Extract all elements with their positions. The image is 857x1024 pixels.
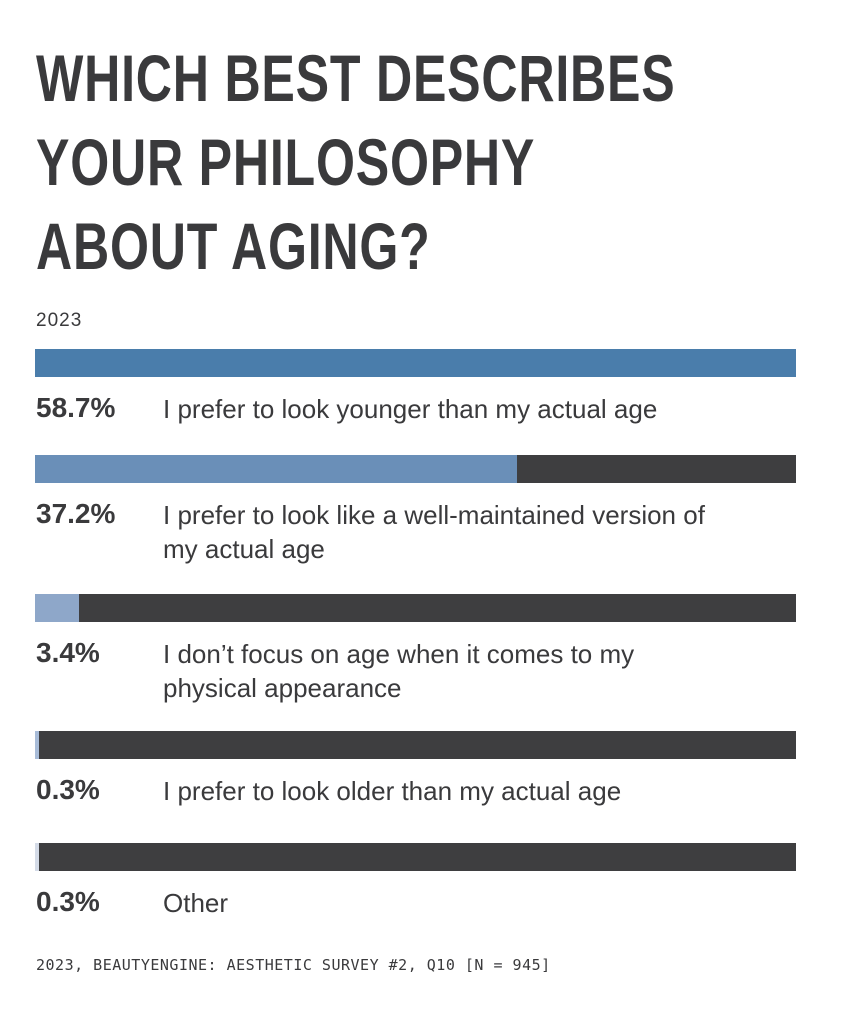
- bar: [35, 455, 518, 483]
- bar-track: [35, 594, 796, 622]
- value-label: 58.7%: [36, 392, 116, 423]
- bar-track: [35, 843, 796, 871]
- source: 2023, BEAUTYENGINE: AESTHETIC SURVEY #2,…: [36, 956, 551, 974]
- category-label: I prefer to look younger than my actual …: [163, 394, 658, 424]
- bar-track: [35, 455, 796, 483]
- bar: [35, 349, 796, 377]
- bar: [35, 731, 39, 759]
- category-label: I prefer to look older than my actual ag…: [163, 776, 622, 806]
- chart-title: WHICH BEST DESCRIBES YOUR PHILOSOPHY ABO…: [36, 41, 676, 283]
- subtitle: 2023: [36, 310, 83, 331]
- category-label: Other: [163, 888, 229, 918]
- category-label: I prefer to look like a well-maintained …: [163, 500, 705, 564]
- value-label: 0.3%: [36, 886, 100, 917]
- value-label: 0.3%: [36, 774, 100, 805]
- bar: [35, 594, 80, 622]
- bar: [35, 843, 39, 871]
- bar-track: [35, 349, 796, 377]
- value-label: 3.4%: [36, 637, 100, 668]
- category-label: I don’t focus on age when it comes to my…: [163, 639, 635, 703]
- value-label: 37.2%: [36, 498, 116, 529]
- bar-track: [35, 731, 796, 759]
